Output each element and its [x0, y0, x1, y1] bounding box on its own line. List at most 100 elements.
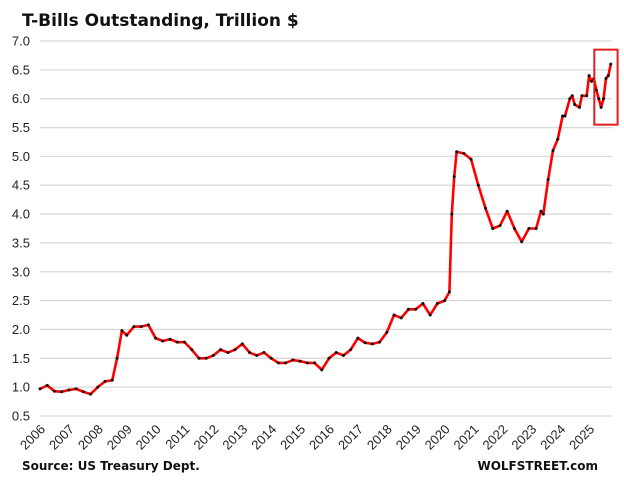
data-point [190, 348, 194, 352]
data-point [602, 97, 606, 101]
data-point [443, 299, 447, 303]
y-tick-label: 5.0 [12, 149, 30, 164]
data-point [435, 302, 439, 305]
data-point [447, 290, 451, 294]
x-tick-label: 2006 [17, 422, 48, 453]
data-point [491, 227, 495, 230]
data-point [568, 97, 572, 101]
data-point [183, 340, 186, 344]
data-point [563, 114, 567, 118]
data-point [38, 387, 42, 391]
data-point [197, 356, 201, 360]
data-point [573, 102, 577, 106]
data-point [577, 105, 581, 109]
data-point [120, 329, 124, 333]
data-point [541, 212, 545, 216]
data-point [455, 150, 459, 154]
x-tick-label: 2018 [364, 422, 395, 453]
data-point [556, 137, 560, 141]
x-tick-label: 2025 [566, 422, 597, 453]
data-point [305, 361, 309, 365]
x-tick-label: 2011 [162, 422, 192, 452]
x-tick-label: 2007 [46, 422, 77, 453]
y-tick-label: 5.5 [12, 120, 30, 135]
data-point [476, 183, 480, 187]
y-tick-label: 7.0 [12, 34, 30, 49]
data-point [67, 388, 71, 392]
data-point [450, 212, 454, 216]
y-tick-label: 4.0 [12, 207, 30, 222]
data-point [240, 342, 244, 346]
data-point [609, 62, 613, 66]
data-point [248, 351, 252, 355]
data-point [469, 157, 473, 161]
watermark: WOLFSTREET.com [477, 459, 598, 473]
data-point [392, 313, 396, 317]
x-tick-label: 2024 [537, 422, 568, 453]
data-point [599, 105, 603, 109]
x-tick-label: 2009 [104, 422, 135, 453]
data-point [580, 94, 584, 98]
y-tick-label: 2.0 [12, 322, 30, 337]
data-point [349, 348, 353, 352]
y-tick-label: 3.0 [12, 264, 30, 279]
data-line [39, 63, 613, 396]
grid [40, 40, 612, 417]
data-point [125, 333, 129, 337]
x-tick-label: 2010 [133, 422, 164, 453]
data-point [115, 356, 119, 360]
data-point [498, 224, 502, 228]
data-point [570, 94, 574, 98]
data-point [298, 359, 302, 363]
x-tick-label: 2008 [75, 422, 106, 453]
x-tick-label: 2021 [451, 422, 482, 453]
x-tick-label: 2022 [479, 422, 510, 453]
data-point [594, 88, 598, 92]
data-point [175, 340, 179, 344]
data-point [597, 97, 601, 101]
data-point [262, 351, 266, 355]
data-point [276, 361, 280, 365]
data-point [211, 353, 215, 357]
y-tick-label: 1.0 [12, 380, 30, 395]
y-tick-label: 2.5 [12, 293, 30, 308]
data-point [168, 337, 172, 341]
data-point [269, 356, 273, 360]
data-point [341, 353, 345, 357]
x-tick-label: 2015 [277, 422, 308, 453]
data-point [334, 351, 338, 355]
data-point [587, 74, 591, 78]
x-tick-label: 2016 [306, 422, 337, 453]
data-point [551, 149, 555, 153]
data-point [378, 340, 382, 344]
data-point [512, 227, 516, 230]
data-point [327, 356, 331, 360]
data-point [414, 307, 418, 311]
y-tick-label: 1.5 [12, 351, 30, 366]
data-point [484, 206, 488, 210]
y-tick-label: 6.0 [12, 91, 30, 106]
data-point [233, 348, 237, 352]
data-point [590, 79, 594, 83]
y-tick-label: 6.5 [12, 62, 30, 77]
data-point [45, 383, 49, 387]
data-point [356, 336, 360, 340]
x-tick-label: 2019 [393, 422, 424, 453]
data-point [284, 361, 288, 365]
chart-title: T-Bills Outstanding, Trillion $ [22, 11, 299, 31]
data-point [428, 313, 432, 317]
y-tick-label: 0.5 [12, 409, 30, 424]
series-line [38, 62, 613, 396]
data-point [546, 177, 550, 181]
data-point [561, 114, 565, 118]
x-tick-label: 2017 [335, 422, 366, 453]
x-tick-label: 2014 [248, 422, 279, 453]
x-axis: 2006200720082009201020112012201320142015… [17, 422, 597, 453]
highlight-rect [593, 48, 619, 126]
data-point [313, 361, 317, 365]
data-point [161, 339, 165, 343]
highlight-box [593, 48, 619, 126]
data-point [462, 152, 466, 155]
data-point [74, 387, 78, 391]
